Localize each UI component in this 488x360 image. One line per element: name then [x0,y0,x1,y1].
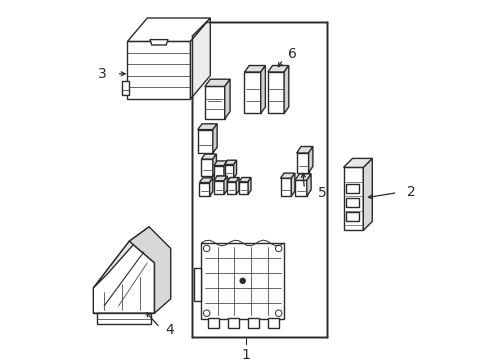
Polygon shape [239,177,250,182]
Text: 1: 1 [242,348,250,360]
Polygon shape [308,147,312,173]
Polygon shape [129,227,170,313]
Polygon shape [197,124,217,130]
Bar [267,318,278,328]
Bar [247,318,258,328]
Polygon shape [127,18,210,41]
Polygon shape [213,181,224,194]
Polygon shape [212,154,216,176]
Bar [346,198,358,207]
Polygon shape [291,173,294,196]
Polygon shape [224,161,227,180]
Bar [122,81,128,95]
Polygon shape [343,158,371,167]
Polygon shape [199,183,209,196]
Polygon shape [247,177,250,194]
Polygon shape [190,18,210,99]
Polygon shape [244,72,260,113]
Polygon shape [197,130,212,153]
Polygon shape [93,227,149,288]
Text: 5: 5 [317,186,326,199]
Polygon shape [194,268,201,301]
Polygon shape [294,174,310,180]
Polygon shape [296,153,308,173]
Polygon shape [236,177,239,194]
Bar [208,318,219,328]
Polygon shape [284,66,288,113]
Polygon shape [209,178,212,196]
Polygon shape [294,180,306,196]
Polygon shape [201,159,212,176]
Polygon shape [213,176,227,181]
Polygon shape [244,66,265,72]
Polygon shape [280,178,291,196]
Bar [97,313,151,324]
Polygon shape [227,177,239,182]
Polygon shape [127,41,190,99]
Polygon shape [192,22,326,337]
Polygon shape [306,174,310,196]
Polygon shape [201,243,284,319]
Polygon shape [227,182,236,194]
Circle shape [240,278,244,283]
Polygon shape [150,40,168,45]
Text: 2: 2 [407,185,415,199]
Bar [346,184,358,193]
Polygon shape [260,66,265,113]
Polygon shape [93,241,154,313]
Polygon shape [239,182,247,194]
Bar [228,318,239,328]
Polygon shape [213,161,227,166]
Bar [346,212,358,221]
Polygon shape [201,154,216,159]
Polygon shape [343,167,363,230]
Polygon shape [199,178,212,183]
Polygon shape [267,72,284,113]
Polygon shape [233,160,236,178]
Polygon shape [224,160,236,165]
Polygon shape [267,66,288,72]
Polygon shape [213,166,224,180]
Text: 6: 6 [287,47,296,61]
Polygon shape [204,79,230,86]
Text: 4: 4 [165,323,174,337]
Polygon shape [363,158,371,230]
Polygon shape [224,79,230,119]
Polygon shape [296,147,312,153]
Polygon shape [212,124,217,153]
Text: 3: 3 [98,67,106,81]
Polygon shape [224,165,233,178]
Polygon shape [224,176,227,194]
Polygon shape [280,173,294,178]
Polygon shape [204,86,224,119]
